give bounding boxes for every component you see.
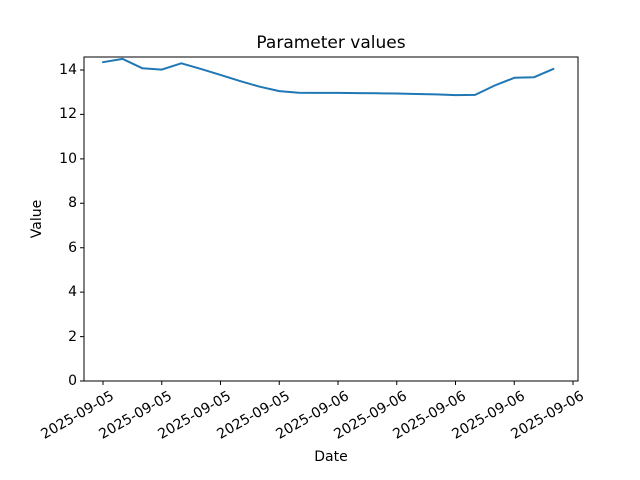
y-tick-label: 14 [59, 62, 77, 78]
series-line [102, 57, 555, 97]
y-axis-label: Value [29, 199, 45, 239]
y-tick-label: 8 [68, 195, 77, 212]
axis-tick-marks [80, 69, 574, 385]
axes-frame [83, 56, 579, 382]
y-tick-label: 0 [68, 373, 77, 389]
chart-title: Parameter values [256, 33, 406, 53]
y-tick-label: 2 [68, 328, 77, 345]
y-tick-label: 6 [68, 239, 77, 256]
x-axis-label: Date [314, 449, 348, 465]
y-tick-label: 12 [59, 106, 77, 123]
y-tick-label: 4 [68, 284, 77, 301]
y-tick-label: 10 [59, 150, 77, 167]
